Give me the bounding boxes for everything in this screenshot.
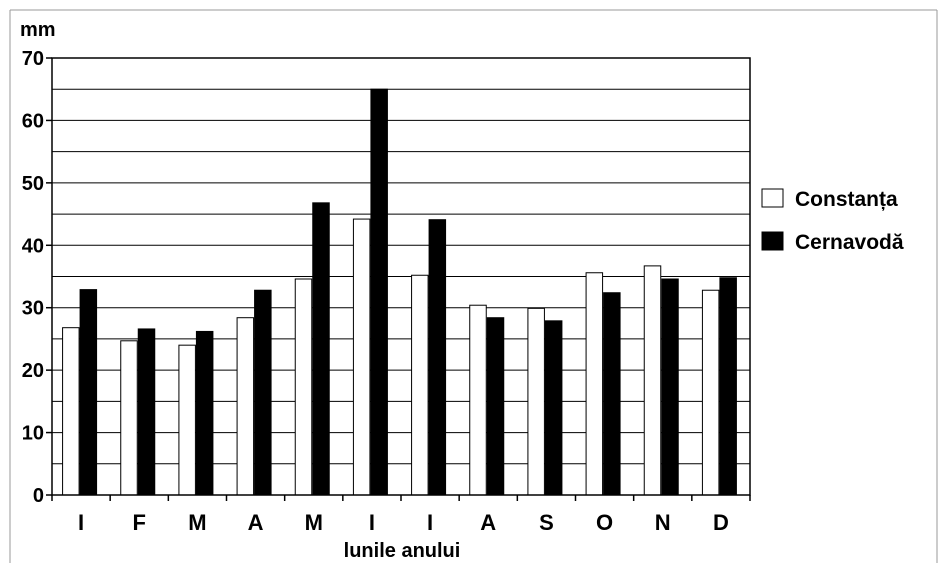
x-tick-label: I bbox=[369, 510, 375, 535]
bar-cernavoda bbox=[370, 88, 388, 496]
y-axis-label: mm bbox=[20, 19, 56, 41]
x-tick-label: M bbox=[305, 510, 323, 535]
x-tick-label: M bbox=[188, 510, 206, 535]
gridlines bbox=[52, 88, 750, 465]
legend-swatch bbox=[761, 188, 784, 208]
legend: Constanța Cernavodă bbox=[761, 188, 904, 254]
bar-constanta bbox=[469, 304, 487, 496]
bar-constanta bbox=[120, 340, 138, 496]
x-tick-label: I bbox=[78, 510, 84, 535]
x-tick-label: S bbox=[539, 510, 554, 535]
bar-constanta bbox=[585, 272, 604, 496]
y-tick-label: 40 bbox=[22, 235, 44, 257]
bar-cernavoda bbox=[79, 289, 98, 496]
axes bbox=[46, 57, 751, 501]
y-tick-label: 60 bbox=[22, 110, 44, 132]
x-tick-label: D bbox=[713, 510, 729, 535]
y-tick-label: 70 bbox=[22, 48, 44, 70]
bar-cernavoda bbox=[428, 219, 447, 496]
bar-constanta bbox=[236, 317, 255, 496]
bar-cernavoda bbox=[486, 317, 505, 496]
x-tick-label: N bbox=[655, 510, 671, 535]
bar-cernavoda bbox=[544, 320, 563, 496]
y-tick-label: 10 bbox=[22, 423, 44, 445]
bar-constanta bbox=[527, 307, 545, 496]
y-tick-label: 20 bbox=[22, 360, 44, 382]
x-axis-label: lunile anului bbox=[344, 540, 461, 562]
bar-constanta bbox=[294, 278, 313, 496]
legend-label: Cernavodă bbox=[795, 231, 904, 254]
bar-constanta bbox=[411, 274, 429, 496]
x-tick-label: I bbox=[427, 510, 433, 535]
bars bbox=[62, 88, 737, 496]
y-tick-labels: 0 10 20 30 40 50 60 70 bbox=[22, 48, 44, 507]
bar-cernavoda bbox=[719, 277, 737, 496]
x-tick-label: O bbox=[596, 510, 613, 535]
legend-swatch bbox=[761, 231, 784, 251]
bar-constanta bbox=[178, 344, 196, 496]
x-tick-label: A bbox=[480, 510, 496, 535]
bar-constanta bbox=[701, 289, 720, 496]
y-tick-label: 0 bbox=[33, 485, 44, 507]
bar-cernavoda bbox=[312, 202, 330, 496]
bar-constanta bbox=[352, 218, 371, 496]
x-tick-label: F bbox=[133, 510, 146, 535]
x-tick-label: A bbox=[248, 510, 264, 535]
bar-cernavoda bbox=[603, 292, 621, 496]
bar-cernavoda bbox=[137, 328, 156, 496]
legend-label: Constanța bbox=[795, 188, 898, 211]
bar-constanta bbox=[62, 327, 80, 496]
y-tick-label: 50 bbox=[22, 173, 44, 195]
bar-cernavoda bbox=[195, 330, 214, 496]
bar-constanta bbox=[643, 265, 662, 496]
bar-cernavoda bbox=[254, 289, 272, 496]
bar-cernavoda bbox=[661, 278, 679, 496]
y-tick-label: 30 bbox=[22, 298, 44, 320]
